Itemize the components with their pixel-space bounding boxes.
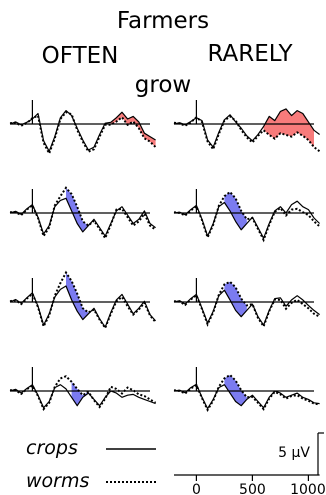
erp-panel-rarely-2 — [173, 189, 321, 243]
column-label-often: OFTEN — [42, 43, 119, 69]
erp-panel-often-2 — [9, 186, 157, 241]
erp-panel-rarely-3 — [173, 278, 321, 329]
effect-region — [66, 187, 89, 232]
trace-worms — [9, 270, 157, 331]
erp-panel-often-3 — [9, 270, 157, 331]
legend: crops worms — [26, 437, 156, 492]
trace-crops — [173, 289, 320, 326]
effect-region — [110, 112, 156, 148]
erp-panel-rarely-1 — [173, 100, 321, 153]
effect-region — [224, 281, 247, 317]
trace-crops — [9, 197, 156, 237]
erp-panels — [9, 100, 321, 413]
effect-region — [66, 272, 89, 320]
erp-panel-often-1 — [9, 100, 157, 156]
title-verb: grow — [135, 72, 191, 98]
effect-region — [224, 375, 247, 406]
amplitude-label: 5 μV — [278, 445, 310, 461]
erp-panel-often-4 — [9, 367, 157, 411]
trace-worms — [173, 373, 320, 413]
title-line-1: Farmers — [117, 8, 209, 34]
effect-region — [263, 108, 314, 148]
trace-worms — [173, 190, 321, 243]
trace-worms — [10, 375, 157, 411]
effect-region — [71, 381, 94, 406]
trace-worms — [9, 111, 157, 156]
time-tick-label: 0 — [192, 482, 201, 495]
trace-worms — [173, 280, 321, 329]
trace-crops — [9, 110, 156, 152]
legend-label-crops: crops — [26, 437, 78, 459]
time-tick-label: 500 — [239, 482, 266, 495]
erp-panel-rarely-4 — [173, 367, 320, 413]
effect-region — [224, 192, 247, 230]
trace-worms — [173, 115, 321, 153]
scale-bar: 0 500 1000ms 5 μV — [174, 432, 326, 495]
time-tick-label: 1000ms — [290, 482, 326, 495]
column-label-rarely: RARELY — [207, 41, 293, 67]
trace-crops — [173, 200, 321, 239]
legend-label-worms: worms — [26, 470, 89, 492]
